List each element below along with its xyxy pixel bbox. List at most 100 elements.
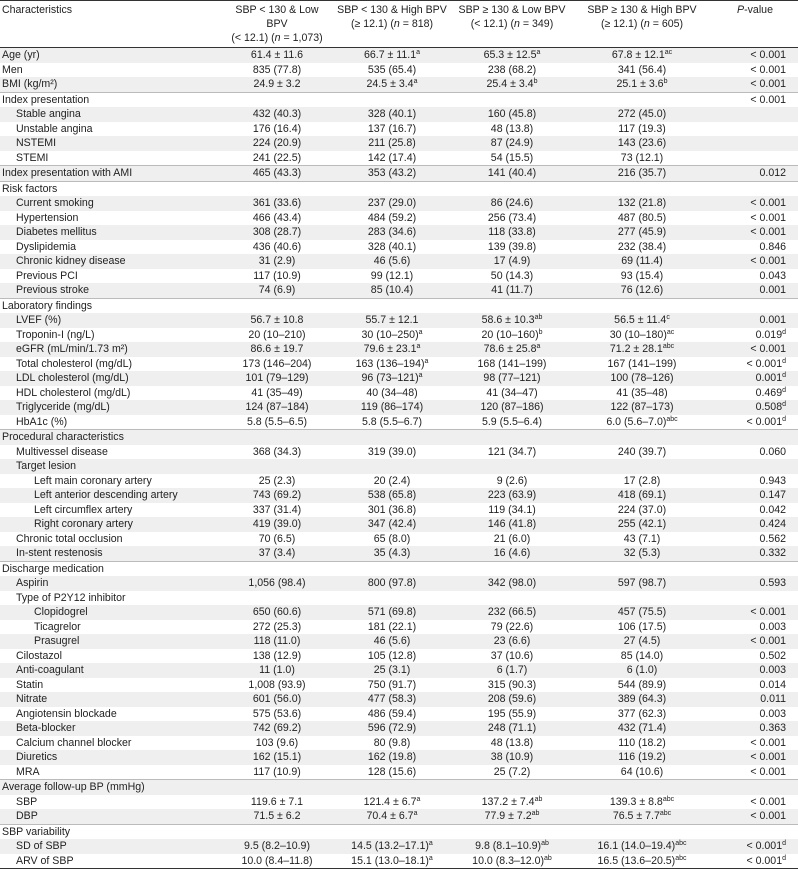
value-cell: 163 (136–194)a bbox=[355, 357, 429, 370]
value-cell: 23 (6.6) bbox=[452, 634, 572, 649]
value-cell: 465 (43.3) bbox=[222, 165, 332, 181]
table-row: SD of SBP 9.5 (8.2–10.9) 14.5 (13.2–17.1)a… bbox=[0, 839, 798, 854]
table-row: Average follow-up BP (mmHg) bbox=[0, 779, 798, 795]
value-cell: 35 (4.3) bbox=[332, 546, 452, 561]
row-label: Procedural characteristics bbox=[0, 429, 222, 445]
footnote-marker: b bbox=[533, 78, 538, 86]
value-cell: 14.5 (13.2–17.1)a bbox=[332, 839, 452, 854]
value-cell: 750 (91.7) bbox=[367, 678, 417, 691]
value-cell: 101 (79–129) bbox=[222, 371, 332, 386]
row-label: Diabetes mellitus bbox=[0, 225, 222, 240]
row-label: Calcium channel blocker bbox=[16, 736, 132, 749]
value-cell: 248 (71.1) bbox=[452, 721, 572, 736]
value-cell bbox=[572, 429, 712, 445]
value-cell: 69 (11.4) bbox=[572, 254, 712, 269]
p-value-cell: 0.001 bbox=[712, 313, 798, 328]
value-cell: 24.5 ± 3.4a bbox=[332, 77, 452, 92]
row-label: NSTEMI bbox=[0, 136, 222, 151]
table-row: Left main coronary artery 25 (2.3) 20 (2.4… bbox=[0, 474, 798, 489]
value-cell: 208 (59.6) bbox=[452, 692, 572, 707]
p-value-cell bbox=[712, 151, 798, 166]
row-label: Diuretics bbox=[0, 750, 222, 765]
value-cell: 96 (73–121)a bbox=[332, 371, 452, 386]
table-body: Age (yr) 61.4 ± 11.6 66.7 ± 11.1a 65.3 ± 12… bbox=[0, 47, 798, 869]
value-cell: 342 (98.0) bbox=[452, 576, 572, 591]
value-cell bbox=[222, 297, 332, 313]
value-cell: 240 (39.7) bbox=[617, 445, 667, 458]
p-value-cell: < 0.001 bbox=[750, 211, 786, 224]
footnote-marker: d bbox=[782, 854, 786, 862]
value-cell: 337 (31.4) bbox=[252, 503, 302, 516]
table-row: Hypertension 466 (43.4) 484 (59.2) 256 (73.… bbox=[0, 211, 798, 226]
value-cell: 50 (14.3) bbox=[490, 269, 534, 282]
value-cell: 223 (63.9) bbox=[452, 488, 572, 503]
value-cell: 389 (64.3) bbox=[572, 692, 712, 707]
table-row: Dyslipidemia 436 (40.6) 328 (40.1) 139 (39.… bbox=[0, 240, 798, 255]
p-value-cell: < 0.001 bbox=[750, 795, 786, 808]
footnote-marker: a bbox=[418, 328, 423, 336]
value-cell: 195 (55.9) bbox=[487, 707, 537, 720]
row-label: eGFR (mL/min/1.73 m²) bbox=[0, 342, 222, 357]
value-cell: 121.4 ± 6.7a bbox=[363, 795, 421, 808]
header-characteristics: Characteristics bbox=[0, 0, 222, 48]
value-cell: 105 (12.8) bbox=[367, 649, 417, 662]
value-cell bbox=[332, 91, 452, 107]
value-cell bbox=[452, 823, 572, 839]
value-cell: 25 (7.2) bbox=[493, 765, 531, 778]
value-cell: 146 (41.8) bbox=[452, 517, 572, 532]
value-cell: 79.6 ± 23.1a bbox=[332, 342, 452, 357]
p-value-cell: < 0.001 bbox=[712, 809, 798, 824]
row-label: Triglyceride (mg/dL) bbox=[0, 400, 222, 415]
p-value-cell: 0.147 bbox=[712, 488, 798, 503]
value-cell: 347 (42.4) bbox=[332, 517, 452, 532]
value-cell: 353 (43.2) bbox=[332, 165, 452, 181]
value-cell: 308 (28.7) bbox=[222, 225, 332, 240]
value-cell: 25.4 ± 3.4b bbox=[452, 77, 572, 92]
table-row: In-stent restenosis 37 (3.4) 35 (4.3) 16 (4… bbox=[0, 546, 798, 561]
table-row: LDL cholesterol (mg/dL) 101 (79–129) 96 (7… bbox=[0, 371, 798, 386]
row-label: In-stent restenosis bbox=[0, 546, 222, 561]
row-label: SBP variability bbox=[0, 823, 222, 839]
table-row: BMI (kg/m²) 24.9 ± 3.2 24.5 ± 3.4a 25.4 ± 3… bbox=[0, 77, 798, 92]
value-cell bbox=[332, 560, 452, 576]
value-cell: 85 (14.0) bbox=[620, 649, 664, 662]
value-cell: 67.8 ± 12.1ac bbox=[572, 47, 712, 63]
value-cell: 20 (10–160)b bbox=[481, 328, 543, 341]
value-cell: 117 (10.9) bbox=[253, 765, 301, 778]
value-cell: 41 (34–47) bbox=[486, 386, 538, 399]
value-cell bbox=[452, 429, 572, 445]
value-cell: 61.4 ± 11.6 bbox=[222, 47, 332, 63]
value-cell: 17 (4.9) bbox=[452, 254, 572, 269]
table-row: Index presentation < 0.001 bbox=[0, 91, 798, 107]
p-value-cell: 0.003 bbox=[759, 707, 786, 720]
row-label: Left main coronary artery bbox=[34, 474, 152, 487]
value-cell: 238 (68.2) bbox=[487, 63, 537, 76]
header-group-3: SBP ≥ 130 & Low BPV (< 12.1) (n = 349) bbox=[452, 0, 572, 48]
table-row: Total cholesterol (mg/dL) 173 (146–204) 16… bbox=[0, 357, 798, 372]
value-cell: 25 (3.1) bbox=[332, 663, 452, 678]
value-cell: 25 (2.3) bbox=[258, 474, 296, 487]
p-value-cell: < 0.001d bbox=[746, 415, 786, 428]
p-value-cell bbox=[712, 136, 798, 151]
row-label: Nitrate bbox=[0, 692, 222, 707]
value-cell: 418 (69.1) bbox=[572, 488, 712, 503]
value-cell: 106 (17.5) bbox=[617, 620, 667, 633]
p-value-cell: 0.508d bbox=[712, 400, 798, 415]
p-value-cell: 0.003 bbox=[712, 663, 798, 678]
value-cell: 40 (34–48) bbox=[366, 386, 418, 399]
value-cell: 118 (11.0) bbox=[222, 634, 332, 649]
value-cell: 41 (35–49) bbox=[251, 386, 303, 399]
p-value-cell: 0.502 bbox=[759, 649, 786, 662]
header-group-1: SBP < 130 & Low BPV (< 12.1) (n = 1,073) bbox=[222, 0, 332, 48]
value-cell: 9 (2.6) bbox=[496, 474, 528, 487]
value-cell: 160 (45.8) bbox=[452, 107, 572, 122]
table-row: Anti-coagulant 11 (1.0) 25 (3.1) 6 (1.7) 6 (… bbox=[0, 663, 798, 678]
footnote-marker: a bbox=[413, 78, 418, 86]
footnote-marker: ab bbox=[531, 810, 540, 818]
footnote-marker: abc bbox=[675, 854, 687, 862]
value-cell: 535 (65.4) bbox=[367, 63, 417, 76]
row-label: Age (yr) bbox=[0, 47, 222, 63]
value-cell: 277 (45.9) bbox=[572, 225, 712, 240]
value-cell: 37 (3.4) bbox=[222, 546, 332, 561]
table-row: Index presentation with AMI 465 (43.3) 353… bbox=[0, 165, 798, 181]
